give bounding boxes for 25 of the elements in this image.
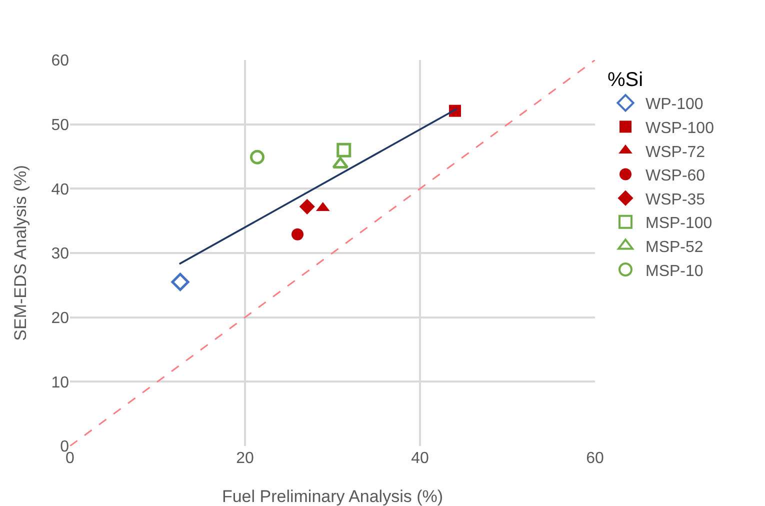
- legend-label: MSP-100: [646, 215, 712, 232]
- legend-label: WP-100: [646, 96, 704, 114]
- y-axis-title: SEM-EDS Analysis (%): [11, 165, 30, 341]
- y-tick-label: 20: [51, 310, 70, 327]
- legend-label: WSP-72: [646, 144, 706, 161]
- x-tick-label: 40: [411, 450, 429, 467]
- legend-title: %Si: [608, 69, 644, 91]
- point: [171, 272, 190, 291]
- legend-label: MSP-52: [646, 238, 704, 256]
- x-tick-label: 20: [236, 450, 254, 467]
- point: [250, 150, 264, 164]
- y-tick-label: 60: [51, 52, 70, 70]
- legend-label: WSP-60: [646, 168, 706, 185]
- legend-label: MSP-10: [646, 262, 704, 280]
- legend-label: WSP-35: [646, 191, 706, 208]
- point: [292, 228, 304, 240]
- x-axis-title: Fuel Preliminary Analysis (%): [222, 487, 444, 506]
- y-tick-label: 10: [51, 374, 70, 392]
- legend-label: WSP-100: [646, 120, 714, 137]
- y-tick-label: 40: [51, 181, 70, 198]
- y-tick-label: 50: [51, 116, 70, 134]
- y-tick-label: 30: [51, 246, 70, 263]
- x-tick-label: 60: [586, 450, 604, 467]
- point: [336, 142, 352, 158]
- point: [299, 198, 315, 214]
